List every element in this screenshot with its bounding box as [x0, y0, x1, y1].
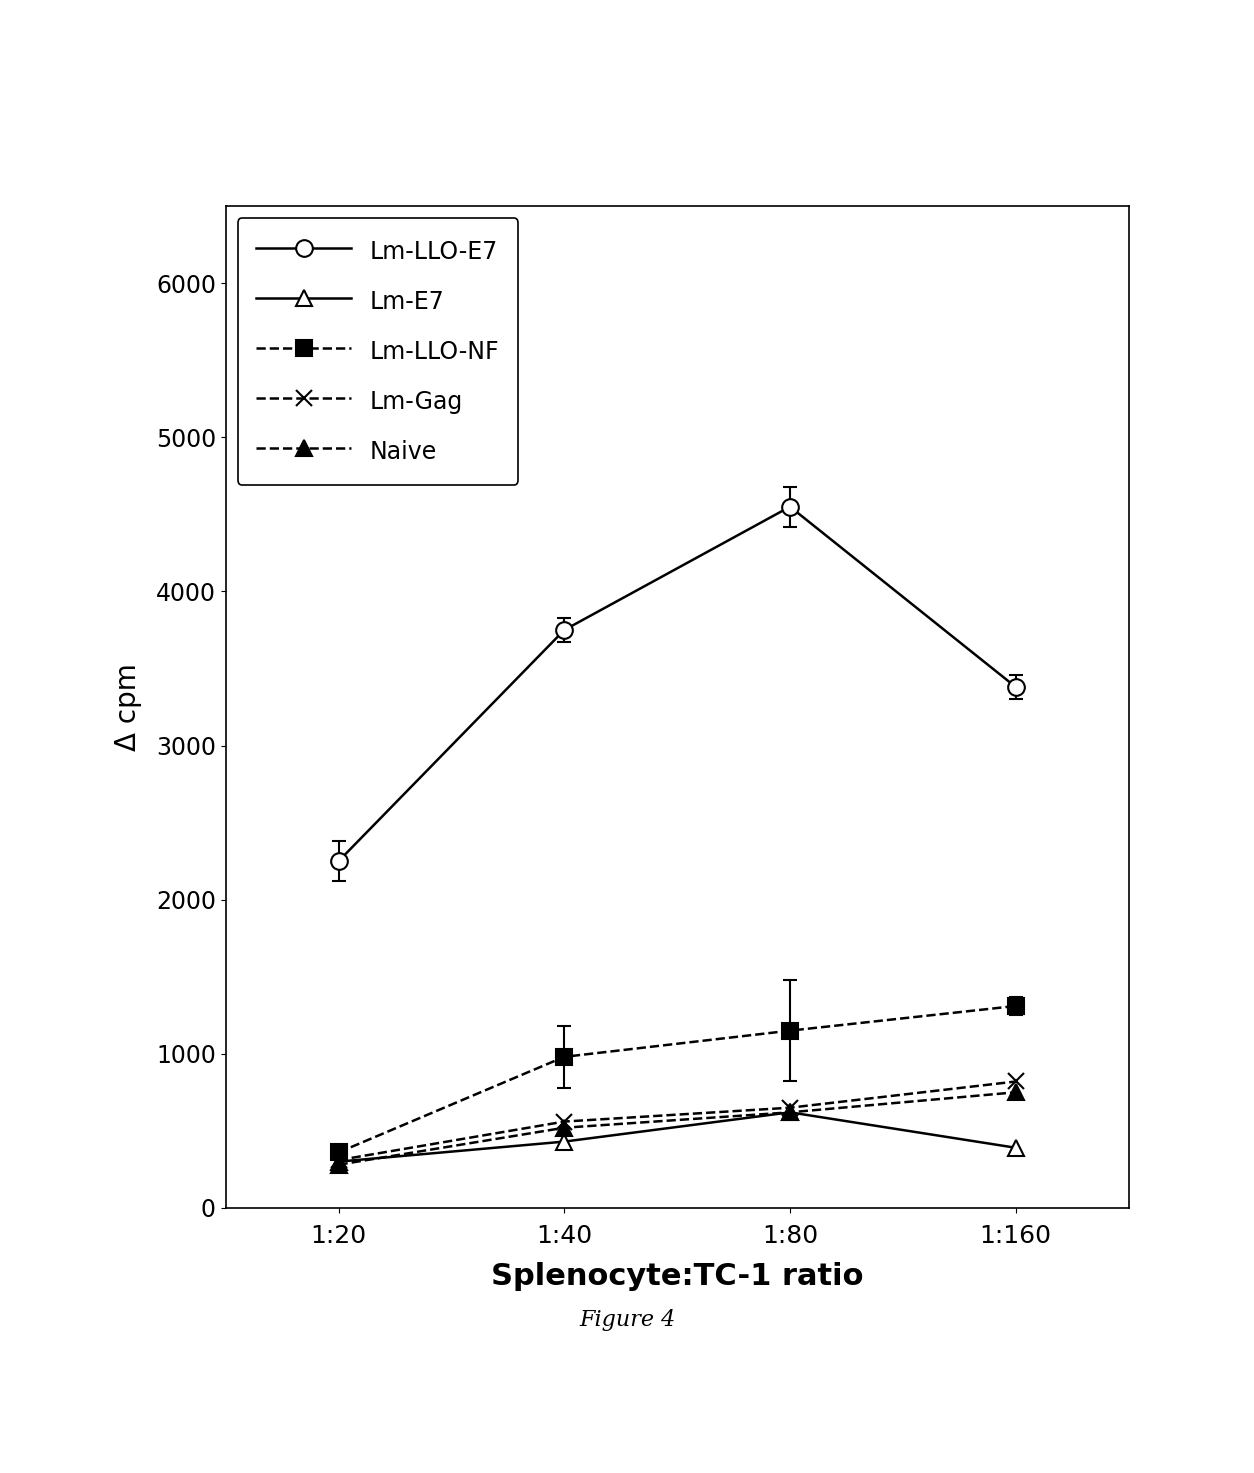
Legend: Lm-LLO-E7, Lm-E7, Lm-LLO-NF, Lm-Gag, Naive: Lm-LLO-E7, Lm-E7, Lm-LLO-NF, Lm-Gag, Nai…	[237, 218, 518, 485]
Text: Figure 4: Figure 4	[579, 1308, 675, 1330]
Y-axis label: Δ cpm: Δ cpm	[114, 663, 142, 751]
X-axis label: Splenocyte:TC-1 ratio: Splenocyte:TC-1 ratio	[490, 1262, 864, 1290]
